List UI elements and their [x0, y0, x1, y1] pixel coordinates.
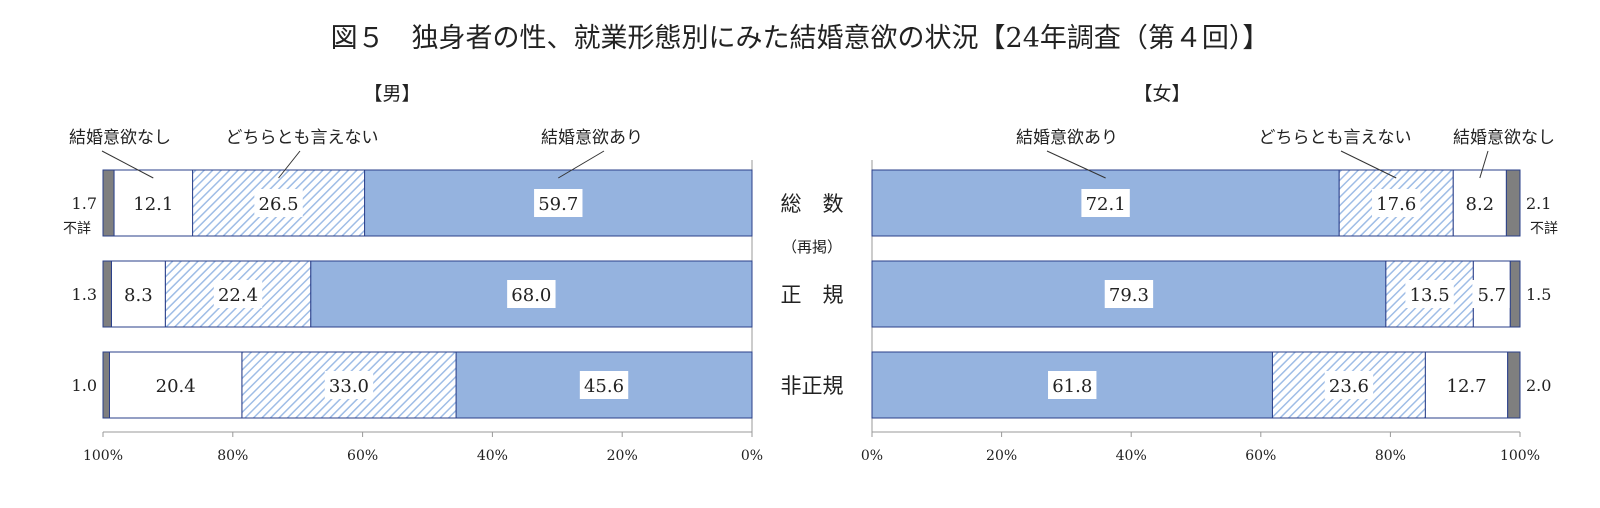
data-label-unknown: 1.0 — [72, 376, 97, 395]
legend-leader-line — [1046, 150, 1106, 179]
x-tick-label: 0% — [861, 448, 883, 464]
data-label: 20.4 — [156, 376, 196, 397]
data-label-box — [324, 371, 374, 399]
data-label-box — [1405, 280, 1454, 308]
data-label-unknown: 2.0 — [1526, 376, 1551, 395]
x-tick-label: 80% — [217, 448, 248, 464]
data-label: 26.5 — [259, 194, 299, 215]
data-label-box — [213, 280, 263, 308]
bar-unknown — [1507, 351, 1521, 419]
data-label-box — [118, 280, 158, 308]
data-label: 17.6 — [1376, 194, 1416, 215]
data-label-box — [1104, 280, 1154, 308]
category-sublabel: （再掲） — [782, 238, 842, 256]
legend-leader-line — [558, 150, 605, 179]
data-label-box — [1442, 371, 1491, 399]
data-label-box — [507, 280, 556, 308]
x-tick-label: 100% — [83, 448, 123, 464]
data-label-box — [1460, 189, 1500, 217]
data-label-box — [1372, 189, 1421, 217]
x-tick-label: 80% — [1375, 448, 1406, 464]
panel-title: 【男】 — [363, 83, 420, 105]
bar-unknown — [102, 169, 115, 237]
legend-unknown: 不詳 — [63, 221, 91, 237]
data-label-box — [1048, 371, 1097, 399]
legend-undecided: どちらとも言えない — [226, 128, 379, 148]
data-label-box — [1324, 371, 1374, 399]
data-label: 13.5 — [1410, 285, 1450, 306]
x-tick-label: 20% — [607, 448, 638, 464]
data-label-box — [129, 189, 178, 217]
data-label: 33.0 — [329, 376, 369, 397]
legend-no: 結婚意欲なし — [69, 128, 171, 148]
data-label: 8.3 — [124, 285, 153, 306]
legend-yes: 結婚意欲あり — [1016, 128, 1118, 148]
data-label: 59.7 — [538, 194, 578, 215]
data-label-box — [151, 371, 200, 399]
data-label-unknown: 2.1 — [1526, 194, 1551, 213]
data-label: 5.7 — [1477, 285, 1506, 306]
x-tick-label: 20% — [986, 448, 1017, 464]
x-tick-label: 60% — [1245, 448, 1276, 464]
legend-leader-line — [1340, 150, 1397, 179]
category-label: 非正規 — [781, 374, 844, 398]
chart-title: 図５ 独身者の性、就業形態別にみた結婚意欲の状況【24年調査（第４回）】 — [331, 23, 1270, 54]
x-tick-label: 100% — [1500, 448, 1540, 464]
panel-title: 【女】 — [1133, 83, 1190, 105]
category-label: 総 数 — [781, 192, 844, 216]
data-label-box — [1081, 189, 1130, 217]
category-label: 正 規 — [781, 283, 844, 307]
data-label-box — [534, 189, 583, 217]
data-label: 72.1 — [1086, 194, 1126, 215]
x-tick-label: 0% — [741, 448, 763, 464]
data-label-box — [579, 371, 629, 399]
bar-unknown — [1509, 260, 1521, 328]
legend-undecided: どちらとも言えない — [1259, 128, 1412, 148]
legend-leader-line — [278, 150, 301, 179]
legend-no: 結婚意欲なし — [1453, 128, 1555, 148]
data-label-box — [254, 189, 303, 217]
data-label: 61.8 — [1052, 376, 1092, 397]
bar-unknown — [102, 351, 110, 419]
data-label: 68.0 — [511, 285, 551, 306]
data-label: 23.6 — [1329, 376, 1369, 397]
data-label: 79.3 — [1109, 285, 1149, 306]
data-label: 12.7 — [1447, 376, 1487, 397]
legend-leader-line — [101, 150, 154, 179]
x-tick-label: 40% — [1116, 448, 1147, 464]
legend-unknown: 不詳 — [1530, 221, 1558, 237]
data-label-unknown: 1.3 — [72, 285, 97, 304]
bar-unknown — [1505, 169, 1521, 237]
x-tick-label: 60% — [347, 448, 378, 464]
bar-unknown — [102, 260, 112, 328]
data-label: 45.6 — [584, 376, 624, 397]
legend-yes: 結婚意欲あり — [541, 128, 643, 148]
data-label-box — [1472, 280, 1512, 308]
data-label: 8.2 — [1466, 194, 1495, 215]
data-label-unknown: 1.7 — [72, 194, 97, 213]
x-tick-label: 40% — [477, 448, 508, 464]
data-label-unknown: 1.5 — [1526, 285, 1551, 304]
data-label: 22.4 — [218, 285, 258, 306]
legend-leader-line — [1479, 150, 1489, 179]
data-label: 12.1 — [133, 194, 173, 215]
